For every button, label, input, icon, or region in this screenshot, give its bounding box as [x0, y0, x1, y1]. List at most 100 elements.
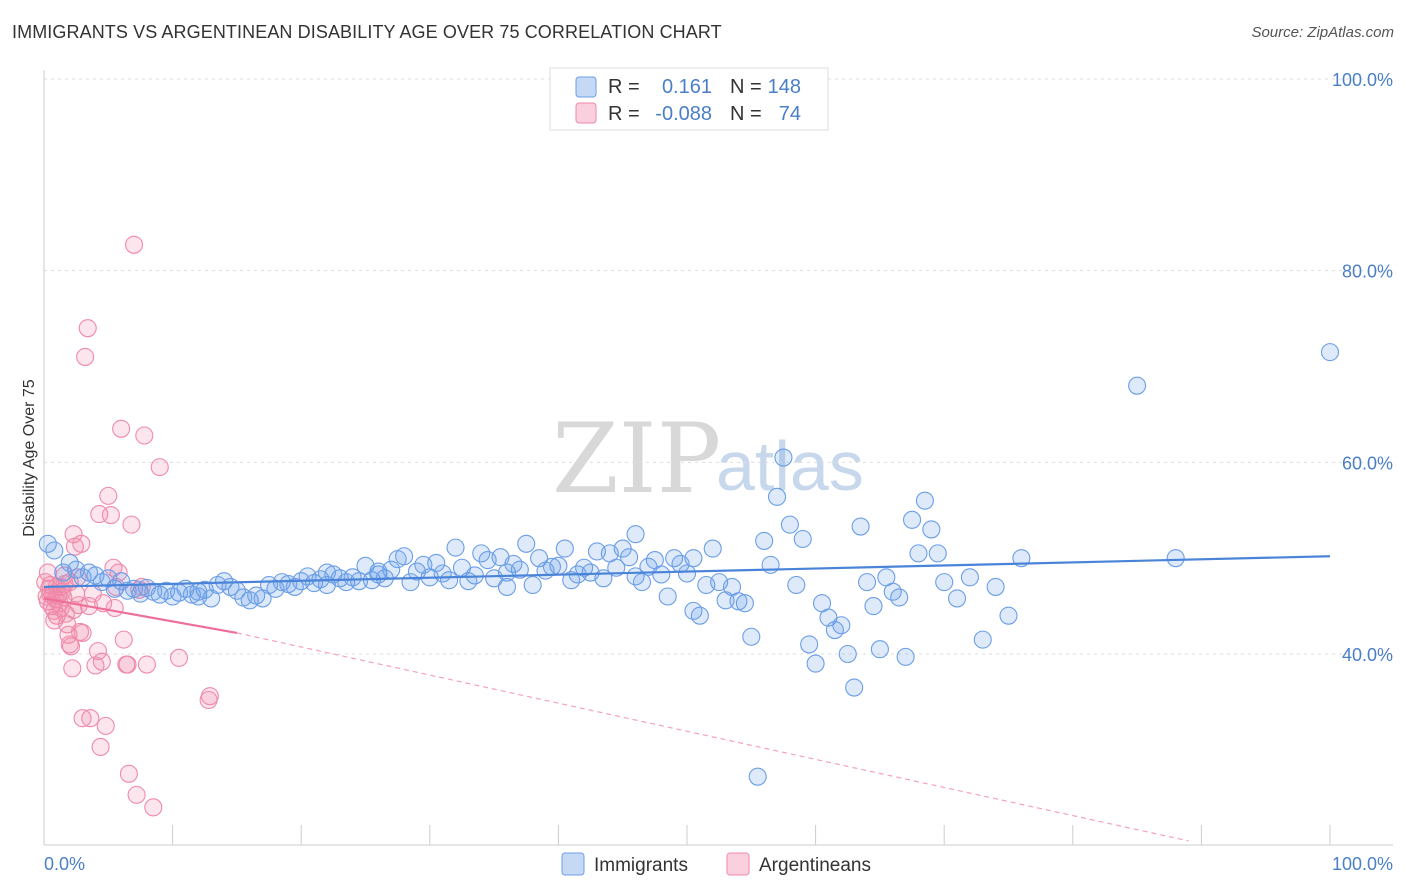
series-legend: Immigrants Argentineans	[561, 852, 871, 876]
gridlines	[44, 78, 1393, 655]
immigrants-point	[510, 560, 529, 579]
argentineans-point	[144, 798, 163, 817]
argentineans-point	[78, 319, 97, 338]
watermark-zip: ZIP	[552, 403, 721, 515]
legend-n-label-1: N =	[730, 76, 762, 98]
immigrants-point	[767, 487, 787, 506]
immigrants-point	[38, 534, 57, 553]
argentineans-series	[36, 235, 219, 817]
immigrants-point	[928, 544, 947, 563]
trend-lines	[43, 555, 1331, 842]
argentineans-point	[122, 515, 141, 534]
immigrants-point	[1128, 376, 1147, 395]
immigrants-point	[909, 544, 928, 563]
immigrants-point	[555, 539, 574, 558]
argentineans-point	[137, 655, 156, 674]
immigrants-trend-line	[43, 555, 1331, 589]
immigrants-point	[870, 640, 889, 659]
argentineans-point	[92, 652, 111, 671]
argentineans-point	[63, 659, 82, 678]
immigrants-point	[851, 517, 870, 536]
immigrants-point	[549, 556, 568, 575]
immigrants-point	[690, 606, 709, 625]
immigrants-point	[369, 562, 388, 581]
bottom-legend-label-immigrants: Immigrants	[594, 855, 688, 876]
argentineans-point	[105, 598, 124, 618]
source-label: Source: ZipAtlas.com	[1251, 24, 1394, 41]
argentineans-point	[38, 563, 57, 582]
legend-r-value-2: -0.088	[655, 103, 712, 125]
immigrants-point	[472, 544, 491, 563]
argentineans-point	[132, 577, 151, 596]
argentineans-point	[135, 426, 154, 445]
immigrants-point	[632, 573, 652, 592]
immigrants-point	[845, 678, 864, 697]
legend-swatch-immigrants	[575, 76, 597, 98]
argentineans-point	[104, 558, 123, 577]
axes	[43, 70, 1393, 846]
immigrants-point	[350, 572, 369, 591]
argentineans-point	[112, 419, 131, 438]
immigrants-point	[935, 573, 954, 592]
immigrants-point	[395, 547, 414, 566]
argentineans-point	[64, 600, 83, 619]
y-tick-labels: 40.0% 60.0% 80.0% 100.0%	[1332, 70, 1393, 665]
watermark-atlas: atlas	[716, 427, 864, 505]
immigrants-point	[755, 531, 774, 550]
stats-legend: R = 0.161 N = 148 R = -0.088 N = 74	[549, 67, 829, 131]
immigrants-point	[832, 616, 851, 635]
immigrants-point	[620, 548, 639, 567]
x-ticks	[43, 825, 1331, 845]
immigrants-point	[774, 448, 793, 467]
y-tick-label: 100.0%	[1332, 70, 1393, 90]
argentineans-point	[200, 687, 219, 706]
argentineans-point	[73, 709, 92, 728]
argentineans-point	[90, 505, 109, 524]
argentineans-point	[96, 716, 115, 735]
immigrants-point	[517, 534, 536, 553]
immigrants-point	[677, 564, 697, 583]
x-tick-label-max: 100.0%	[1332, 854, 1393, 874]
argentineans-point	[45, 611, 64, 630]
immigrants-point	[800, 635, 819, 654]
y-tick-label: 60.0%	[1342, 453, 1393, 473]
argentineans-point	[91, 737, 110, 757]
immigrants-point	[973, 630, 992, 649]
legend-n-value-2: 74	[779, 103, 801, 125]
immigrants-point	[915, 491, 934, 510]
argentineans-point	[47, 606, 66, 625]
argentineans-trend-line	[43, 597, 238, 634]
argentineans-point	[99, 486, 118, 505]
argentineans-point	[88, 642, 108, 661]
argentineans-point	[127, 785, 146, 804]
y-axis-label: Disability Age Over 75	[21, 379, 38, 537]
immigrants-point	[999, 606, 1018, 625]
argentineans-point	[76, 347, 95, 366]
argentineans-point	[72, 534, 91, 553]
immigrants-point	[948, 589, 967, 608]
argentineans-point	[73, 623, 92, 642]
immigrants-point	[806, 654, 825, 673]
legend-r-value-1: 0.161	[662, 76, 712, 98]
immigrants-point	[1320, 343, 1340, 362]
immigrants-point	[742, 627, 761, 646]
legend-r-label-1: R =	[608, 76, 640, 98]
argentineans-point	[61, 637, 81, 656]
argentineans-point	[59, 625, 78, 644]
immigrants-point	[652, 565, 671, 584]
immigrants-point	[317, 563, 336, 582]
immigrants-point	[986, 577, 1005, 596]
immigrants-point	[735, 594, 754, 613]
immigrants-point	[748, 767, 767, 786]
argentineans-point	[81, 709, 100, 728]
argentineans-point	[150, 458, 169, 477]
legend-swatch-argentineans	[575, 102, 597, 124]
legend-n-label-2: N =	[730, 103, 762, 125]
immigrants-point	[780, 515, 799, 534]
immigrants-point	[793, 529, 812, 549]
argentineans-point	[169, 648, 189, 667]
argentineans-point	[119, 764, 138, 783]
chart-title: IMMIGRANTS VS ARGENTINEAN DISABILITY AGE…	[12, 22, 722, 42]
immigrants-point	[960, 568, 979, 587]
immigrants-point	[684, 549, 703, 568]
